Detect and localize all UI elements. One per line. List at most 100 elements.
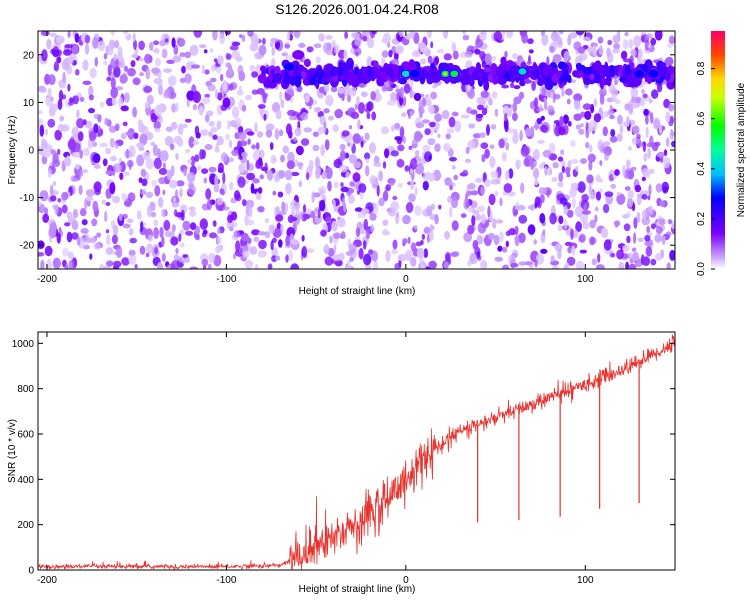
spectrogram-cell xyxy=(481,107,488,116)
spectrogram-cell xyxy=(630,86,639,99)
spectrogram-cell xyxy=(397,144,405,152)
spectrogram-cell xyxy=(104,117,109,126)
spectrogram-cell xyxy=(212,31,218,41)
spectrogram-cell xyxy=(593,98,598,107)
spectrogram-band-cell xyxy=(589,73,595,81)
spectrogram-cell xyxy=(106,76,111,82)
spectrogram-cell xyxy=(579,249,587,254)
spectrogram-cell xyxy=(628,263,637,269)
spectrogram-cell xyxy=(272,190,277,196)
spectrogram-cell xyxy=(221,152,228,162)
spectrogram-cell xyxy=(465,201,470,209)
spectrogram-cell xyxy=(129,237,137,244)
spectrogram-cell xyxy=(599,93,605,105)
spectrogram-x-ticks: -200 -100 0 100 xyxy=(37,31,594,285)
spectrogram-cell xyxy=(508,168,514,179)
spectrogram-cell xyxy=(582,103,592,110)
spectrogram-band-cell xyxy=(532,70,539,79)
spectrogram-cell xyxy=(347,142,351,147)
spectrogram-cell xyxy=(628,38,634,49)
spectrogram-band-cell xyxy=(557,61,567,70)
spectrogram-cell xyxy=(251,71,259,78)
spectrogram-cell xyxy=(141,125,149,135)
snr-y-label: SNR (10 * v/v) xyxy=(7,419,18,483)
spectrogram-cell xyxy=(184,256,191,264)
spectrogram-cell xyxy=(263,113,267,121)
spectrogram-cell xyxy=(201,168,209,175)
spectrogram-cell xyxy=(187,159,193,164)
spectrogram-cell xyxy=(93,242,101,250)
spectrogram-cell xyxy=(210,77,217,83)
spectrogram-cell xyxy=(139,72,145,77)
spectrogram-cell xyxy=(339,150,346,161)
spectrogram-cell xyxy=(462,31,467,35)
spectrogram-cell xyxy=(645,169,651,179)
colorbar-tick-label: 0.8 xyxy=(696,61,707,75)
spectrogram-cell xyxy=(124,171,130,176)
spectrogram-band-cell xyxy=(483,79,490,92)
spectrogram-cell xyxy=(257,131,264,138)
spectrogram-cell xyxy=(324,243,328,251)
spectrogram-cell xyxy=(462,169,469,177)
spectrogram-cell xyxy=(235,193,242,202)
spectrogram-cell xyxy=(484,148,490,159)
spectrogram-cell xyxy=(153,40,159,46)
spectrogram-cell xyxy=(636,194,642,206)
spectrogram-cell xyxy=(533,168,540,179)
spectrogram-cell xyxy=(512,101,518,113)
spectrogram-cell xyxy=(308,159,314,172)
spectrogram-cell xyxy=(280,99,285,108)
spectrogram-cell xyxy=(127,192,136,203)
spectrogram-cell xyxy=(491,91,498,99)
spectrogram-cell xyxy=(580,158,587,164)
spectrogram-cell xyxy=(38,85,46,91)
spectrogram-cell xyxy=(472,133,482,139)
spectrogram-cell xyxy=(410,168,414,175)
spectrogram-cell xyxy=(404,33,413,40)
spectrogram-cell xyxy=(257,104,266,109)
spectrogram-cell xyxy=(587,153,596,163)
spectrogram-cell xyxy=(641,194,648,200)
spectrogram-cell xyxy=(75,163,80,170)
spectrogram-cell xyxy=(114,142,119,149)
spectrogram-cell xyxy=(595,206,599,212)
spectrogram-cell xyxy=(508,254,516,266)
spectrogram-cell xyxy=(637,142,644,148)
spectrogram-cell xyxy=(71,126,80,138)
spectrogram-cell xyxy=(110,31,115,36)
spectrogram-cell xyxy=(251,144,256,150)
spectrogram-cell xyxy=(222,206,230,211)
spectrogram-cell xyxy=(343,50,348,60)
spectrogram-cell xyxy=(402,214,411,225)
spectrogram-cell xyxy=(336,217,346,228)
spectrogram-cell xyxy=(199,218,208,230)
spectrogram-cell xyxy=(602,147,609,153)
spectrogram-cell xyxy=(88,94,94,101)
spectrogram-cell xyxy=(550,92,554,99)
spectrogram-cell xyxy=(373,155,380,164)
spectrogram-cell xyxy=(501,84,510,89)
snr-x-tick-label: -200 xyxy=(37,575,57,586)
spectrogram-cell xyxy=(67,138,77,151)
spectrogram-cell xyxy=(552,162,559,169)
spectrogram-cell xyxy=(114,40,120,49)
spectrogram-cell xyxy=(622,165,626,177)
spectrogram-cell xyxy=(217,92,223,101)
spectrogram-cell xyxy=(313,43,322,49)
spectrogram-cell xyxy=(278,129,284,137)
spectrogram-band-cell xyxy=(423,69,429,79)
spectrogram-cell xyxy=(88,85,94,98)
snr-dips xyxy=(477,361,640,523)
spectrogram-cell xyxy=(93,123,99,134)
spectrogram-cell xyxy=(317,208,321,219)
spectrogram-cell xyxy=(366,101,374,112)
spectrogram-cell xyxy=(592,45,597,57)
spectrogram-x-label: Height of straight line (km) xyxy=(299,286,416,297)
spectrogram-cell xyxy=(382,161,387,169)
spectrogram-cell xyxy=(385,250,391,262)
spectrogram-cell xyxy=(62,71,66,83)
spectrogram-cell xyxy=(173,254,180,261)
spectrogram-cell xyxy=(273,171,280,183)
spectrogram-cell xyxy=(278,210,287,216)
spectrogram-cell xyxy=(61,94,67,100)
